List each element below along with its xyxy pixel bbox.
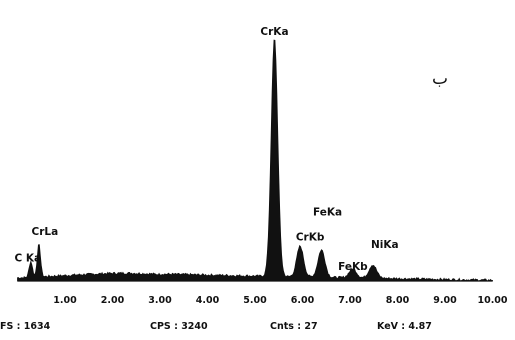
x-tick-label-8-00: 8.00 <box>386 295 410 306</box>
panel-letter: ب <box>432 69 448 89</box>
spectrum-layer <box>17 39 493 282</box>
x-tick-label-6-00: 6.00 <box>291 295 315 306</box>
peak-label-fekb: FeKb <box>338 261 368 273</box>
peak-label-feka: FeKa <box>313 207 342 219</box>
spectrum-trace <box>17 39 493 282</box>
peak-label-nika: NiKa <box>371 239 399 251</box>
tick-label-layer: 1.00 2.00 3.00 4.00 5.00 6.00 7.00 8.00 9.00 10.0… <box>53 295 508 306</box>
peak-label-crla: CrLa <box>32 226 59 238</box>
peak-label-crkb: CrKb <box>296 231 325 243</box>
peak-label-crka: CrKa <box>260 26 288 38</box>
x-tick-label-2-00: 2.00 <box>101 295 125 306</box>
footer-cnts-label: Cnts : 27 <box>270 321 318 332</box>
x-tick-label-7-00: 7.00 <box>338 295 362 306</box>
x-tick-label-5-00: 5.00 <box>243 295 267 306</box>
footer-cps-label: CPS : 3240 <box>150 321 208 332</box>
x-tick-label-9-00: 9.00 <box>433 295 457 306</box>
footer-kev-label: KeV : 4.87 <box>377 321 432 332</box>
x-tick-label-4-00: 4.00 <box>196 295 220 306</box>
x-tick-label-1-00: 1.00 <box>53 295 77 306</box>
x-tick-label-10-00: 10.00 <box>477 295 507 306</box>
x-tick-label-3-00: 3.00 <box>148 295 172 306</box>
footer-fs-label: FS : 1634 <box>0 321 51 332</box>
peak-label-c-ka: C Ka <box>15 252 42 264</box>
